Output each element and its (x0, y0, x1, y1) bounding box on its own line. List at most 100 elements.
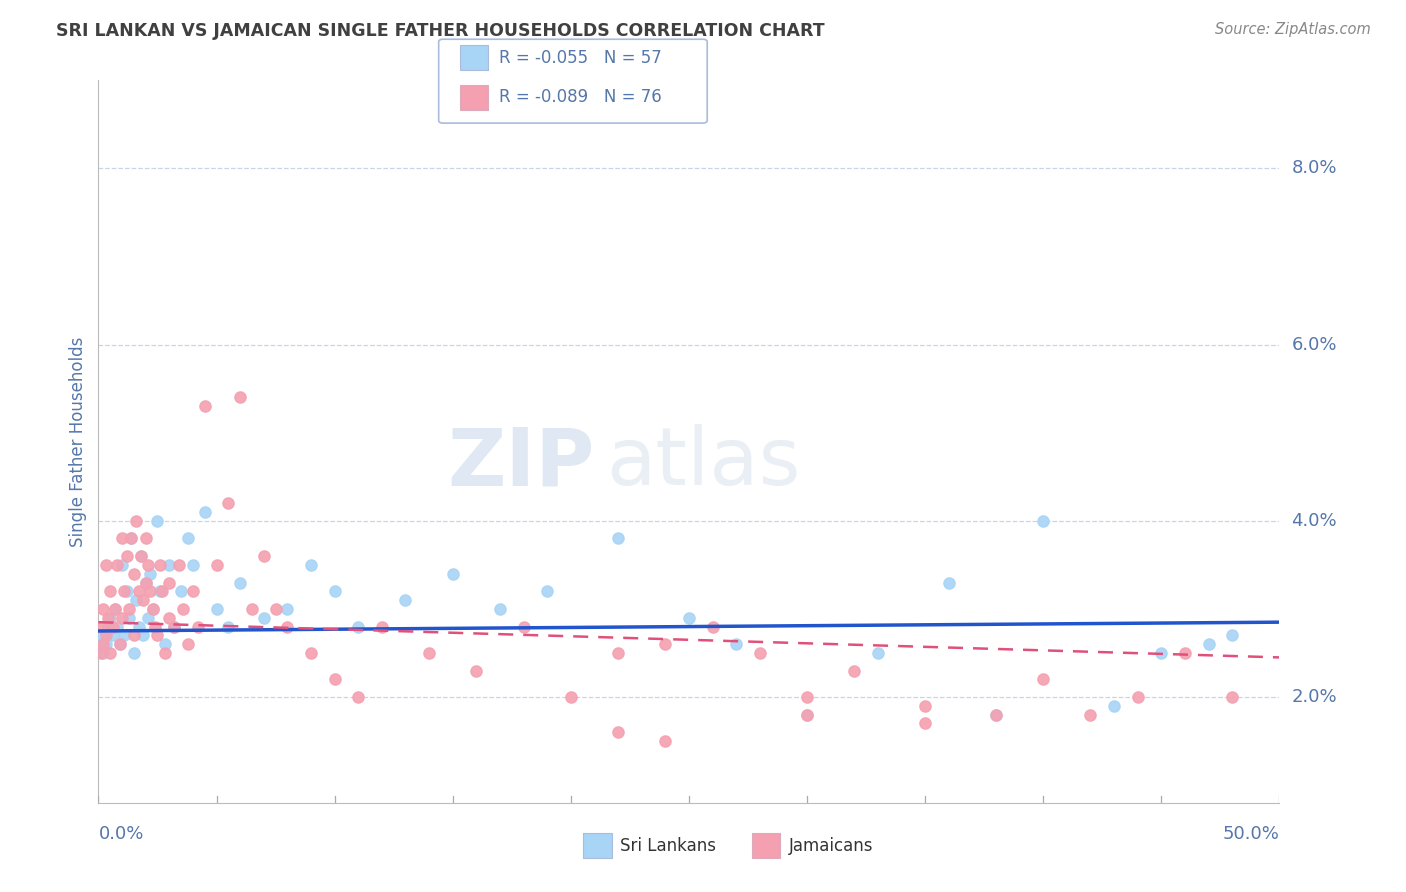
Point (536, 584, 558, 599)
Point (347, 619, 370, 633)
Point (115, 549, 138, 563)
Point (94, 558, 117, 572)
Point (560, 690, 582, 704)
Point (984, 707, 1007, 722)
Point (1032, 673, 1054, 687)
Point (91, 602, 114, 616)
Point (139, 584, 162, 599)
Point (914, 698, 936, 713)
Point (157, 611, 180, 625)
Point (91, 646, 114, 660)
Point (253, 549, 276, 563)
Point (128, 619, 150, 633)
Point (149, 584, 172, 599)
Point (122, 566, 145, 581)
Point (122, 646, 145, 660)
Point (150, 584, 173, 599)
Point (121, 532, 143, 546)
Point (91, 628, 114, 642)
Point (104, 602, 127, 616)
Point (98, 611, 121, 625)
Point (1032, 514, 1054, 528)
Point (264, 602, 287, 616)
Point (796, 707, 818, 722)
Point (702, 619, 724, 633)
Point (112, 584, 135, 599)
Point (97, 619, 120, 633)
Point (157, 558, 180, 572)
Point (111, 532, 134, 546)
Point (111, 558, 134, 572)
Point (1126, 690, 1149, 704)
Point (101, 628, 124, 642)
Point (146, 514, 169, 528)
Point (796, 707, 818, 722)
Point (323, 673, 346, 687)
Point (170, 584, 193, 599)
Point (347, 690, 370, 704)
Text: R = -0.089   N = 76: R = -0.089 N = 76 (499, 88, 662, 106)
Point (181, 558, 204, 572)
Point (132, 593, 155, 607)
Point (101, 619, 124, 633)
Point (844, 664, 866, 678)
Point (122, 628, 145, 642)
Point (108, 637, 131, 651)
Point (94, 628, 117, 642)
Point (139, 566, 162, 581)
Point (118, 611, 141, 625)
Point (149, 558, 172, 572)
Point (104, 602, 127, 616)
Point (194, 505, 217, 519)
Point (163, 619, 186, 633)
Point (132, 628, 155, 642)
Point (98, 646, 121, 660)
Point (90, 646, 112, 660)
Point (94, 637, 117, 651)
Point (678, 611, 700, 625)
Point (938, 575, 960, 590)
Point (418, 646, 440, 660)
Text: 50.0%: 50.0% (1223, 825, 1279, 843)
Point (1080, 707, 1102, 722)
Point (654, 637, 676, 651)
Point (299, 558, 322, 572)
Point (177, 637, 200, 651)
Point (866, 646, 889, 660)
Point (441, 566, 464, 581)
Point (914, 716, 936, 731)
Point (276, 619, 298, 633)
Point (512, 619, 534, 633)
Point (105, 558, 128, 572)
Point (1220, 690, 1243, 704)
Point (143, 619, 166, 633)
Point (136, 611, 159, 625)
Text: R = -0.055   N = 57: R = -0.055 N = 57 (499, 49, 662, 67)
Y-axis label: Single Father Households: Single Father Households (69, 336, 87, 547)
Text: 6.0%: 6.0% (1291, 335, 1337, 353)
Text: Sri Lankans: Sri Lankans (620, 837, 716, 855)
Point (276, 602, 298, 616)
Point (177, 532, 200, 546)
Point (229, 391, 252, 405)
Point (105, 619, 128, 633)
Point (654, 734, 676, 748)
Point (465, 664, 488, 678)
Point (167, 558, 190, 572)
Text: atlas: atlas (606, 425, 800, 502)
Point (607, 725, 630, 739)
Point (1220, 628, 1243, 642)
Point (125, 514, 148, 528)
Point (984, 707, 1007, 722)
Point (112, 628, 135, 642)
Point (115, 584, 138, 599)
Point (142, 602, 165, 616)
Point (135, 575, 157, 590)
Point (187, 619, 209, 633)
Point (607, 532, 630, 546)
Point (1174, 646, 1197, 660)
Point (240, 602, 263, 616)
Point (111, 611, 134, 625)
Point (135, 575, 157, 590)
Point (98, 584, 121, 599)
